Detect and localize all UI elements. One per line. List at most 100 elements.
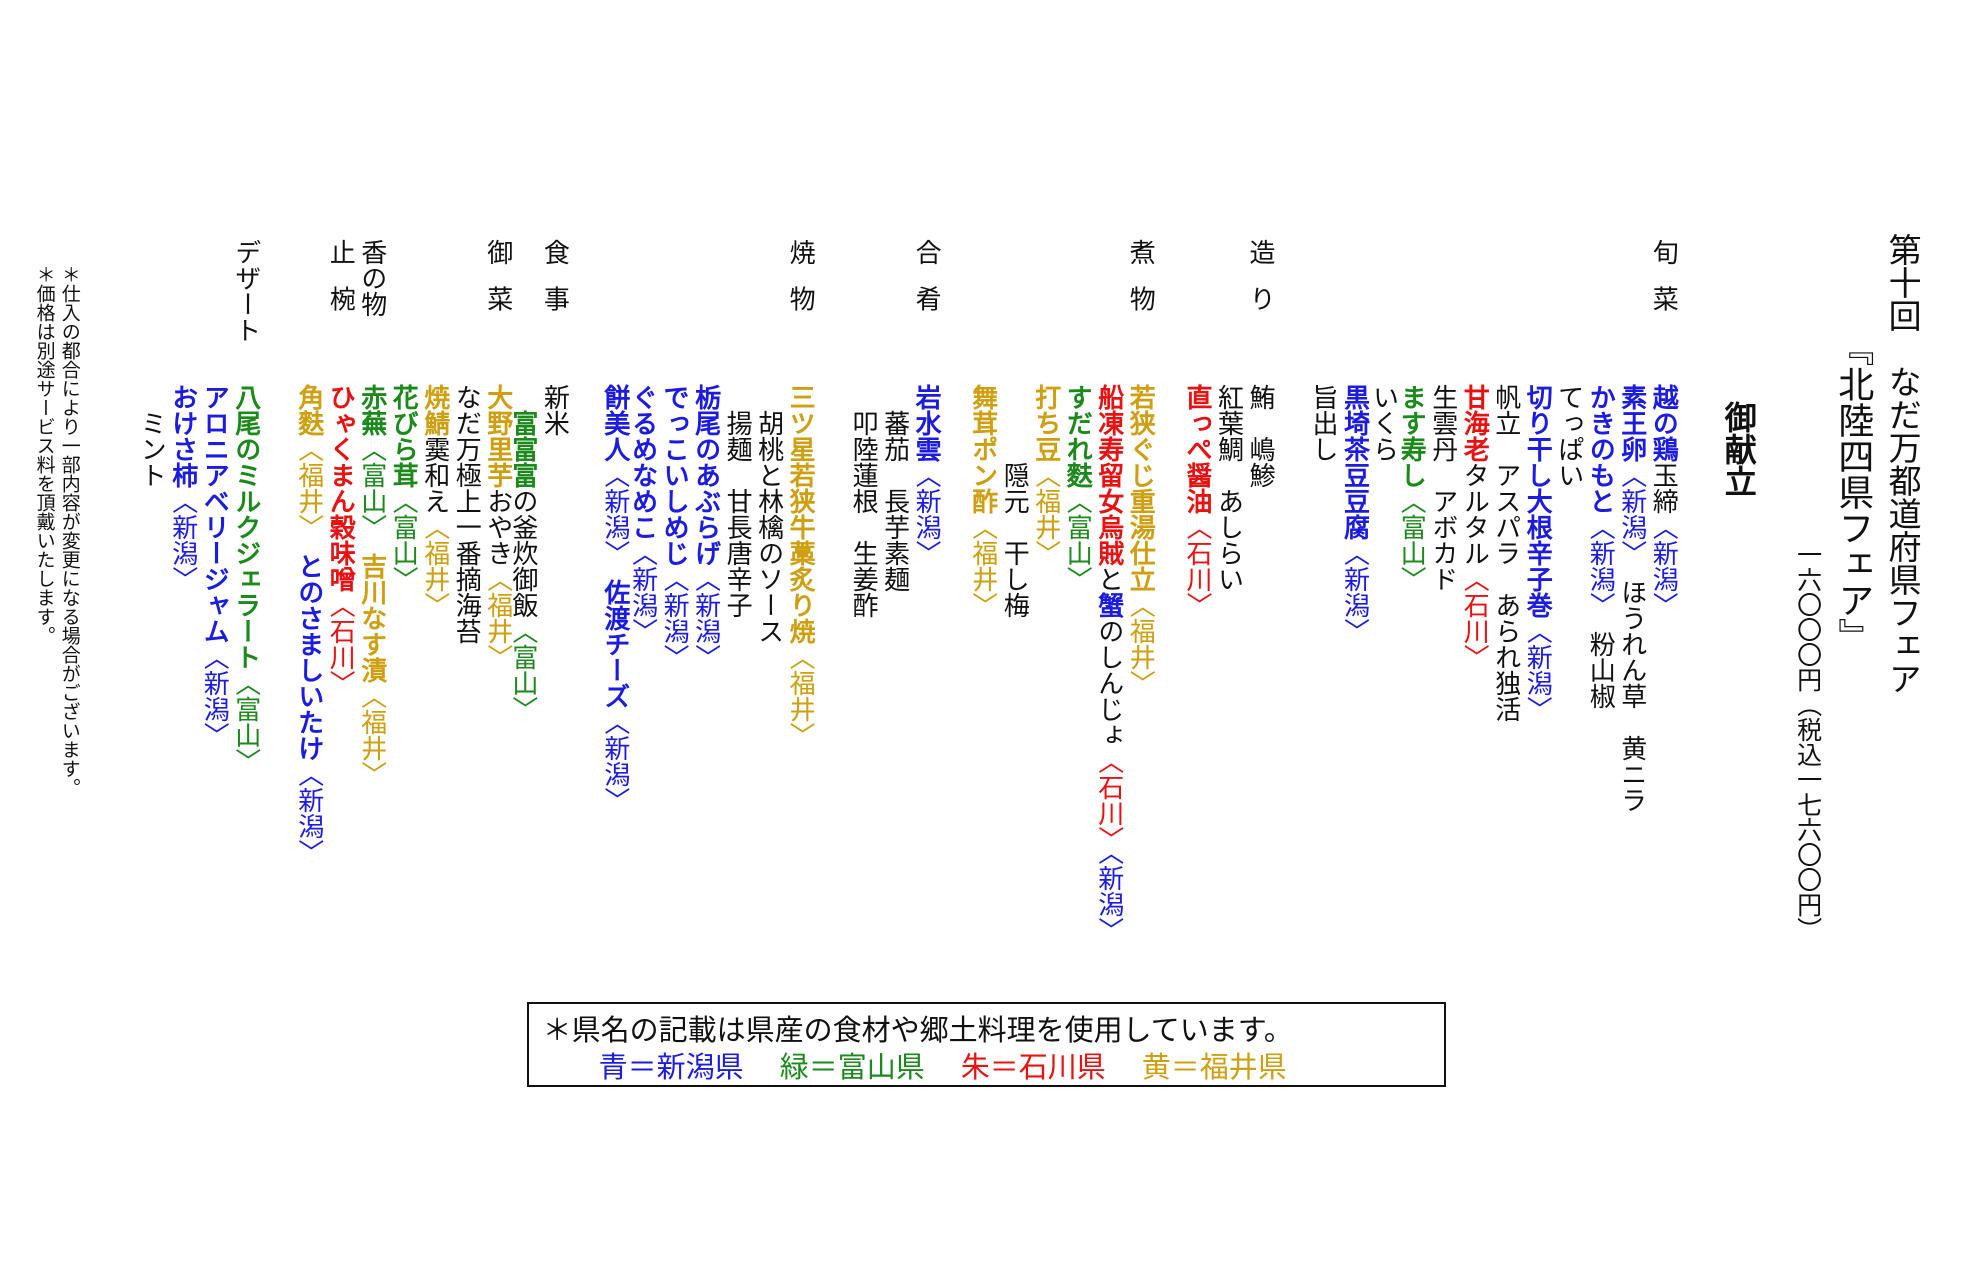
footnote: ＊価格は別途サービス料を頂戴いたします。 — [33, 264, 56, 645]
menu-item-text: 黒埼茶豆豆腐 — [1339, 384, 1370, 541]
menu-line: 揚麺 甘長唐辛子 — [722, 384, 752, 618]
menu-line: 越の鶏玉締〈新潟〉 — [1648, 384, 1679, 619]
legend-item: 緑＝富山県 — [779, 1050, 925, 1085]
menu-item-text: なだ万極上一番摘海苔 — [451, 384, 482, 645]
menu-line: 胡桃と林檎のソース — [753, 384, 784, 645]
menu-item-text: 甘海老 — [1459, 384, 1490, 463]
menu-item-text: 〈新潟〉 — [911, 462, 942, 567]
menu-item-text: 〈福井〉 — [419, 514, 450, 619]
menu-line: 大野里芋おやき〈福井〉 — [482, 384, 513, 670]
menu-item-text: のしんじょ — [1093, 618, 1124, 749]
section-label: デザート — [230, 239, 261, 344]
menu-item-text: 三ツ星若狭牛藁炙り焼 — [785, 384, 816, 645]
menu-item-text: いくら — [1368, 384, 1399, 463]
menu-line: 花びら茸〈富山〉 — [388, 384, 419, 592]
menu-line: 三ツ星若狭牛藁炙り焼〈福井〉 — [785, 384, 816, 748]
menu-item-text: 〈富山〉 — [230, 670, 261, 775]
menu-item-text: おやき — [482, 488, 513, 567]
menu-item-text: 八尾のミルクジェラート — [230, 384, 261, 671]
section-label: 御菜 — [482, 239, 513, 333]
menu-line: 舞茸ポン酢〈福井〉 — [967, 384, 998, 619]
menu-line: 隠元 干し梅 — [999, 384, 1030, 619]
menu-item-text: 〈新潟〉 — [293, 761, 324, 866]
menu-line: 赤蕪〈富山〉 吉川なす漬〈福井〉 — [356, 384, 387, 787]
menu-item-text: 富富富 — [507, 384, 538, 489]
title: 第十回 なだ万都道府県フェア — [1883, 233, 1923, 696]
menu-line: なだ万極上一番摘海苔 — [451, 384, 482, 645]
menu-line: 切り干し大根辛子巻〈新潟〉 — [1522, 384, 1553, 723]
menu-item-text: 舞茸ポン酢 — [967, 384, 998, 515]
menu-item-text: 〈福井〉 — [1030, 462, 1061, 567]
menu-item-text: 〈新潟〉 — [1522, 618, 1553, 723]
menu-item-text: 切り干し大根辛子巻 — [1522, 384, 1553, 619]
menu-line: 旨出し — [1308, 384, 1338, 463]
subtitle: 『北陸四県フェア』 — [1832, 330, 1874, 655]
menu-item-text: 〈新潟〉 — [1339, 540, 1370, 645]
menu-item-text: の釜炊御飯 — [507, 488, 538, 619]
menu-item-text: 赤蕪 — [356, 384, 387, 437]
menu-item-text: 〈富山〉 — [1396, 488, 1427, 593]
menu-item-text: 新米 — [539, 384, 570, 437]
menu-item-text: 胡桃と林檎のソース — [753, 384, 784, 645]
menu-item-text: アロニアベリージャム — [199, 384, 230, 645]
menu-item-text: 花びら茸 — [388, 384, 419, 489]
menu-item-text: 旨出し — [1308, 384, 1338, 463]
menu-item-text: 岩水雲 — [911, 384, 942, 463]
menu-item-text: ぐるめなめこ — [627, 384, 658, 541]
menu-item-text: 鮪 嶋鯵 — [1245, 384, 1275, 489]
menu-item-text: ひゃくまん穀味噌 — [325, 384, 356, 593]
menu-line: ひゃくまん穀味噌〈石川〉 — [325, 384, 356, 696]
section-label: 止椀 — [325, 239, 356, 333]
legend-items: 青＝新潟県 緑＝富山県 朱＝石川県 黄＝福井県 — [543, 1049, 1431, 1087]
menu-item-text: と — [1093, 566, 1124, 593]
menu-line: アロニアベリージャム〈新潟〉 — [199, 384, 230, 749]
menu-item-text: 〈新潟〉 — [1585, 514, 1616, 606]
section-label: 焼物 — [785, 239, 816, 333]
menu-item-text: 餅美人 — [599, 384, 630, 463]
menu-item-text: 〈富山〉 — [507, 618, 538, 723]
menu-item-text: 船凍寿留女烏賊 — [1093, 384, 1124, 567]
menu-item-text: おけさ柿 — [167, 384, 198, 489]
menu-line: 帆立 アスパラ あられ独活 — [1491, 384, 1521, 722]
menu-item-text: 〈新潟〉 — [1648, 514, 1679, 619]
menu-item-text: とのさましいたけ — [293, 527, 324, 762]
legend-item: 黄＝福井県 — [1141, 1050, 1287, 1085]
menu-item-text: 〈新潟〉 — [1093, 852, 1124, 944]
menu-line: ぐるめなめこ〈新潟〉 — [627, 384, 658, 645]
menu-line: でっこいしめじ〈新潟〉 — [659, 384, 690, 670]
section-label: 合肴 — [911, 239, 942, 333]
menu-item-text: 〈新潟〉 — [627, 540, 658, 645]
menu-item-text: ほうれん草 黄ニラ — [1616, 553, 1647, 814]
footnote: ＊仕入の都合により一部内容が変更になる場合がございます。 — [58, 264, 81, 797]
menu-item-text: 大野里芋 — [482, 384, 513, 489]
menu-item-text: 〈富山〉 — [1062, 488, 1093, 593]
menu-item-text: 打ち豆 — [1030, 384, 1061, 463]
menu-item-text: 霙和え — [419, 436, 450, 515]
menu-item-text: 〈石川〉 — [1093, 748, 1124, 853]
menu-item-text: でっこいしめじ — [659, 384, 690, 567]
menu-line: 素王卵〈新潟〉 ほうれん草 黄ニラ — [1616, 384, 1647, 814]
section-label: 旬菜 — [1648, 239, 1679, 333]
menu-item-text: 蕃茄 長芋素麺 — [879, 384, 910, 593]
menu-item-text: 〈福井〉 — [1125, 592, 1156, 697]
menu-line: 紅葉鯛 あしらい — [1214, 384, 1244, 592]
menu-item-text: 蟹 — [1093, 592, 1124, 619]
menu-item-text: 越の鶏 — [1648, 384, 1679, 463]
menu-line: 栃尾のあぶらげ〈新潟〉 — [691, 384, 721, 670]
menu-line: 角麩〈福井〉 とのさましいたけ〈新潟〉 — [293, 384, 324, 866]
menu-line: 岩水雲〈新潟〉 — [911, 384, 942, 567]
menu-line: てっぱい — [1554, 384, 1584, 488]
menu-item-text: 隠元 干し梅 — [999, 384, 1030, 619]
menu-line: 叩陸蓮根 生姜酢 — [848, 384, 878, 618]
menu-item-text: 若狭ぐじ重湯仕立 — [1125, 384, 1156, 593]
menu-line: 甘海老タルタル〈石川〉 — [1459, 384, 1490, 670]
menu-item-text: 〈石川〉 — [1182, 514, 1212, 619]
menu-item-text: 〈富山〉 — [356, 436, 387, 528]
menu-item-text: 〈福井〉 — [967, 514, 998, 619]
menu-item-text: 焼鯖 — [419, 384, 450, 437]
menu-item-text: 〈新潟〉 — [199, 644, 230, 749]
menu-line: 新米 — [539, 384, 570, 437]
menu-item-text: 〈福井〉 — [293, 436, 324, 528]
menu-item-text: ミント — [136, 384, 167, 489]
